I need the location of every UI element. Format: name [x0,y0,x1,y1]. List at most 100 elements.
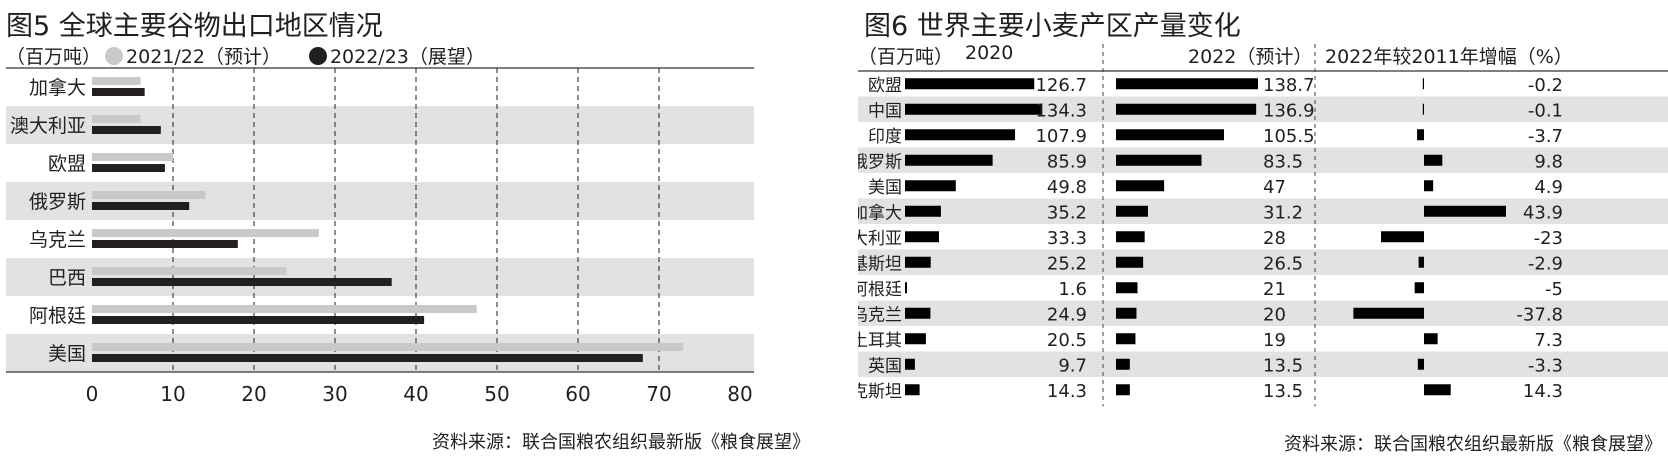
bar-2022 [1116,180,1165,192]
region-label: 加拿大 [858,202,902,223]
value-2022: 21 [1263,279,1286,300]
value-2020: 85.9 [1047,151,1087,172]
row-band [858,300,1668,326]
bar-2022 [1116,282,1138,294]
region-label: 印度 [868,127,902,147]
value-change: -0.2 [1528,75,1563,96]
x-tick-label: 60 [565,382,590,406]
value-change: -0.1 [1528,100,1563,121]
value-2022: 136.9 [1263,100,1315,121]
value-2022: 83.5 [1263,151,1303,172]
column-2020-header: 2020 [965,42,1014,64]
figure-6-panel: 图6 世界主要小麦产区产量变化 （百万吨） 2020 2022（预计） 2022… [858,0,1668,460]
bar-change [1424,384,1451,396]
row-band [858,147,1668,173]
value-2020: 9.7 [1058,355,1087,376]
value-2020: 126.7 [1035,75,1087,96]
bar-2020 [905,231,939,243]
bar-change [1424,154,1443,166]
bar-2022 [1116,103,1257,115]
region-label: 中国 [868,101,902,121]
bar-2022-23 [92,88,145,96]
legend-2021-swatch-icon [105,46,124,65]
bar-2022-23 [92,278,392,286]
bar-2022 [1116,307,1137,319]
bar-2020 [905,333,926,345]
bar-change [1414,282,1424,294]
value-change: -23 [1534,228,1563,249]
bar-2021-22 [92,115,141,123]
value-2022: 20 [1263,304,1286,325]
value-change: -3.7 [1528,126,1563,147]
bar-2022 [1116,231,1145,243]
category-label: 阿根廷 [29,305,86,327]
value-2020: 35.2 [1047,202,1087,223]
bar-2020 [905,205,941,217]
region-label: 澳大利亚 [858,229,902,249]
row-band [6,182,754,220]
region-label: 哈萨克斯坦 [858,382,902,402]
value-2022: 19 [1263,330,1286,351]
bar-change [1418,256,1424,268]
bar-2021-22 [92,343,684,351]
x-tick-label: 80 [727,382,752,406]
region-label: 英国 [868,356,902,376]
region-label: 土耳其 [858,331,902,351]
region-label: 俄罗斯 [858,152,902,172]
row-band [858,249,1668,275]
bar-change [1417,358,1424,370]
bar-2020 [905,307,931,319]
figure-5-panel: 图5 全球主要谷物出口地区情况 （百万吨） 2021/22（预计） 2022/2… [0,0,820,460]
value-2020: 20.5 [1047,330,1087,351]
bar-2022 [1116,256,1144,268]
bar-2022-23 [92,202,190,210]
value-change: 9.8 [1534,151,1563,172]
value-2022: 13.5 [1263,355,1303,376]
row-band [858,198,1668,224]
figure-5-source: 资料来源：联合国粮农组织最新版《粮食展望》 [432,432,810,453]
bar-2020 [905,384,920,396]
region-label: 巴基斯坦 [858,254,902,274]
figure-6-source: 资料来源：联合国粮农组织最新版《粮食展望》 [1284,434,1662,455]
value-2022: 31.2 [1263,202,1303,223]
value-change: 14.3 [1523,381,1563,402]
bar-2022 [1116,205,1148,217]
category-label: 乌克兰 [29,229,86,251]
x-tick-label: 0 [86,382,99,406]
bar-2022-23 [92,126,161,134]
value-2020: 33.3 [1047,228,1087,249]
bar-2022 [1116,78,1258,90]
bar-change [1422,78,1424,90]
category-label: 澳大利亚 [10,115,86,137]
x-tick-label: 50 [484,382,509,406]
bar-2022-23 [92,164,165,172]
column-change-header: 2022年较2011年增幅（%） [1325,46,1573,68]
value-2022: 47 [1263,177,1286,198]
figure-5-legend: （百万吨） 2021/22（预计） 2022/23（展望） [6,42,485,69]
legend-2021-label: 2021/22（预计） [126,46,281,68]
value-change: -3.3 [1528,355,1563,376]
bar-change [1353,307,1424,319]
bar-2020 [905,256,931,268]
value-2020: 14.3 [1047,381,1087,402]
bar-2020 [905,180,956,192]
category-label: 俄罗斯 [29,191,86,213]
value-change: -2.9 [1528,253,1563,274]
bar-2022 [1116,154,1202,166]
column-2022-header: 2022（预计） [1188,46,1313,68]
bar-2020 [905,154,993,166]
value-change: 43.9 [1523,202,1563,223]
bar-2020 [905,103,1042,115]
row-band [6,258,754,296]
bar-2021-22 [92,153,173,161]
legend-2022-label: 2022/23（展望） [329,46,485,68]
bar-2020 [905,358,915,370]
value-2020: 24.9 [1047,304,1087,325]
bar-change [1424,205,1506,217]
region-label: 美国 [868,178,902,198]
value-2020: 1.6 [1058,279,1087,300]
value-2022: 26.5 [1263,253,1303,274]
row-band [6,334,754,372]
bar-2022-23 [92,316,425,324]
